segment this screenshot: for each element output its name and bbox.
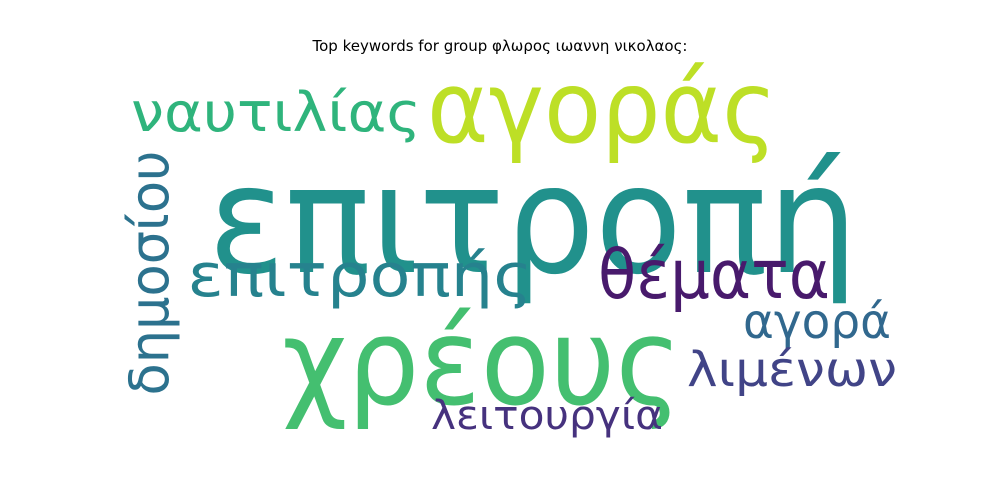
word-naftilias: ναυτιλίας: [131, 81, 421, 144]
word-agoras: αγοράς: [427, 49, 777, 166]
word-epitropis: επιτροπής: [188, 241, 533, 311]
word-themata: θέματα: [598, 236, 830, 315]
word-dimosiou: δημοσίου: [118, 151, 181, 396]
word-epitropi: επιτροπή: [208, 134, 858, 308]
word-leitourgia: λειτουργία: [431, 393, 663, 439]
word-limenon: λιμένων: [687, 342, 897, 398]
figure-title: Top keywords for group φλωρος ιωαννη νικ…: [312, 37, 688, 55]
word-agora: αγορά: [743, 294, 891, 350]
word-chreous: χρέους: [282, 294, 682, 433]
